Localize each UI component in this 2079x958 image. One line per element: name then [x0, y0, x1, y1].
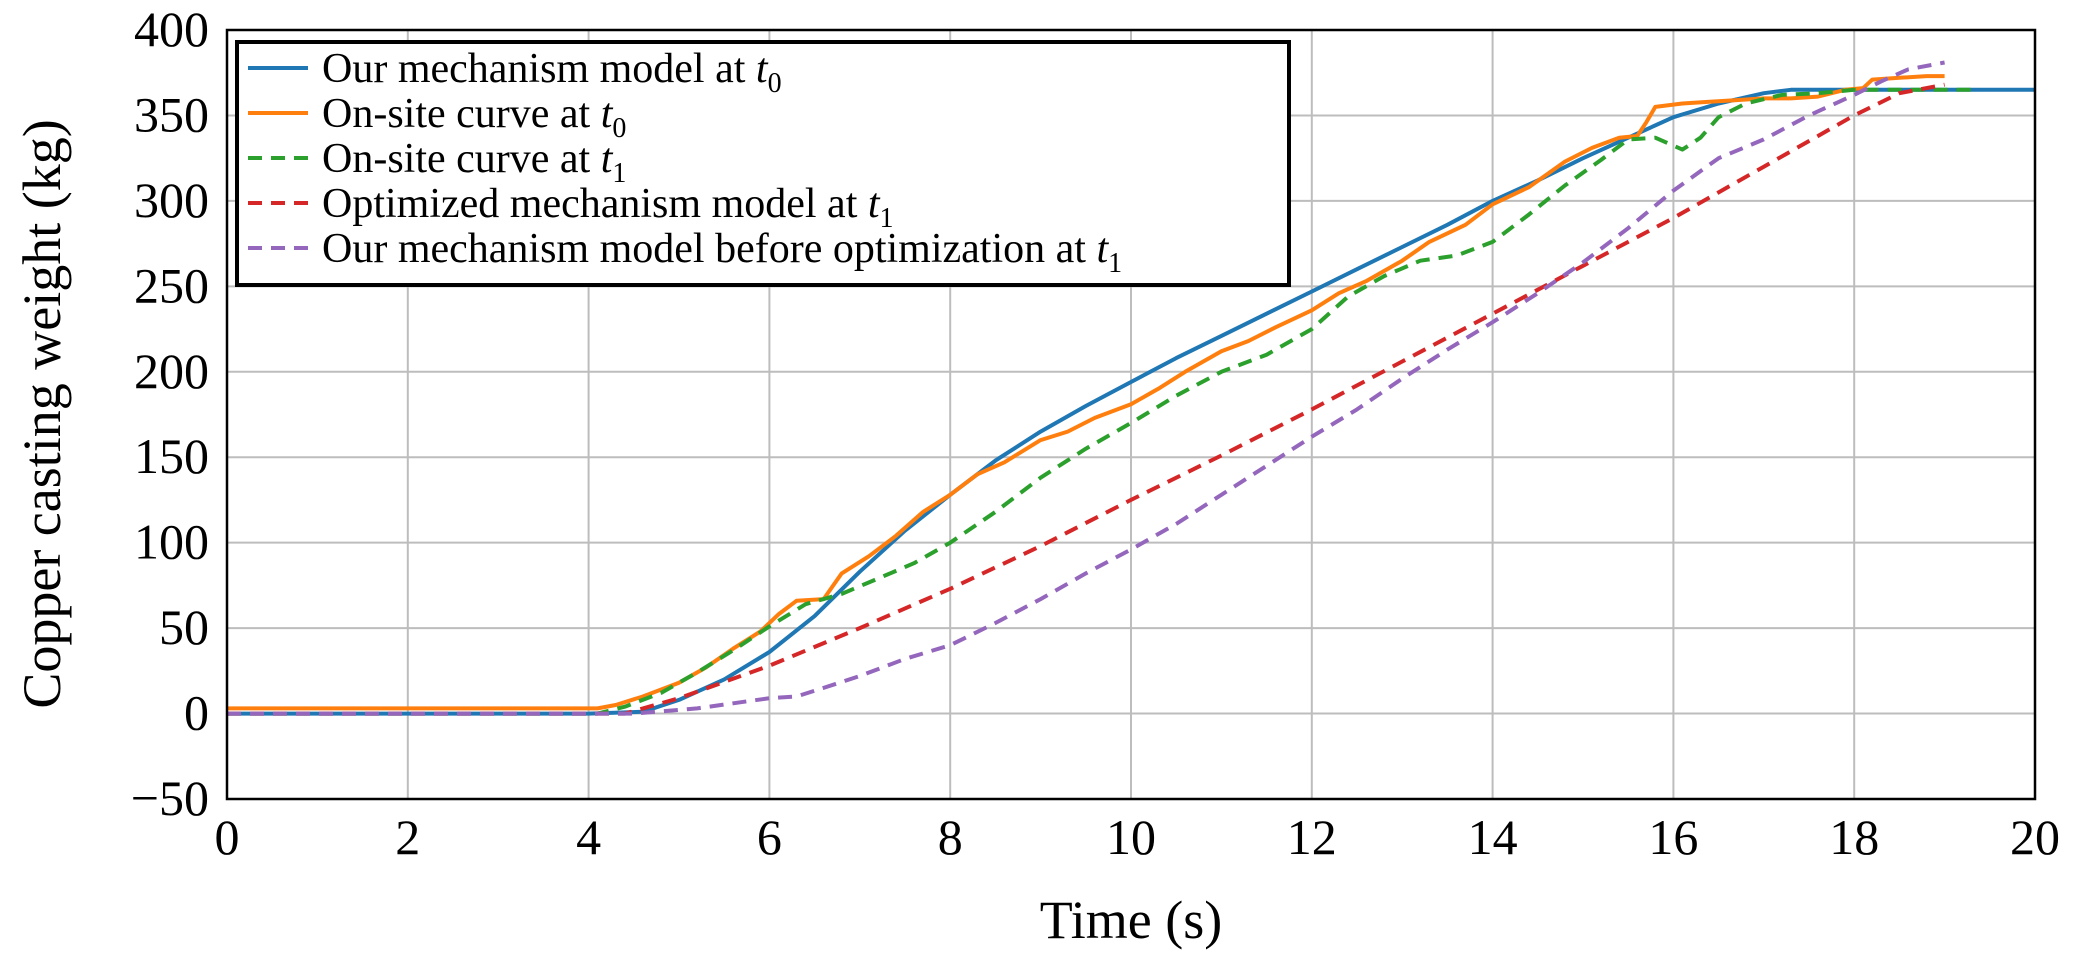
x-tick-label: 6 — [757, 809, 782, 865]
series-line-3 — [227, 87, 1972, 716]
legend-label: On-site curve at t0 — [322, 91, 626, 144]
x-tick-label: 8 — [938, 809, 963, 865]
y-axis-title: Copper casting weight (kg) — [12, 119, 72, 708]
legend-label: Optimized mechanism model at t1 — [322, 181, 894, 234]
y-tick-labels: −50 0 50 100 150 200 250 300 350 400 — [131, 1, 209, 826]
x-tick-label: 4 — [576, 809, 601, 865]
x-tick-label: 12 — [1287, 809, 1337, 865]
series-line-4 — [227, 82, 1945, 716]
x-tick-label: 0 — [215, 809, 240, 865]
legend-label: On-site curve at t1 — [322, 136, 626, 189]
x-tick-label: 10 — [1106, 809, 1156, 865]
x-tick-labels: 0 2 4 6 8 10 12 14 16 18 20 — [215, 809, 2061, 865]
y-tick-label: 300 — [134, 172, 209, 228]
x-axis-title: Time (s) — [1040, 890, 1223, 950]
x-tick-label: 20 — [2010, 809, 2060, 865]
x-tick-label: 18 — [1829, 809, 1879, 865]
legend-box — [235, 40, 1291, 287]
series-line-5 — [227, 60, 1945, 716]
y-tick-label: 50 — [159, 599, 209, 655]
legend-label: Our mechanism model at t0 — [322, 46, 782, 99]
y-tick-label: 350 — [134, 86, 209, 142]
legend-label: Our mechanism model before optimization … — [322, 226, 1122, 279]
x-tick-label: 16 — [1648, 809, 1698, 865]
x-tick-label: 2 — [395, 809, 420, 865]
series-line-2 — [227, 74, 1945, 711]
y-tick-label: 0 — [184, 685, 209, 741]
y-tick-label: 250 — [134, 257, 209, 313]
y-tick-label: 150 — [134, 428, 209, 484]
series-line-1 — [227, 87, 2035, 716]
plot-frame — [225, 28, 2037, 801]
y-tick-label: 400 — [134, 1, 209, 57]
y-tick-label: 100 — [134, 514, 209, 570]
series-layer — [227, 60, 2035, 716]
y-tick-label: −50 — [131, 770, 209, 826]
y-tick-label: 200 — [134, 343, 209, 399]
x-tick-label: 14 — [1468, 809, 1518, 865]
